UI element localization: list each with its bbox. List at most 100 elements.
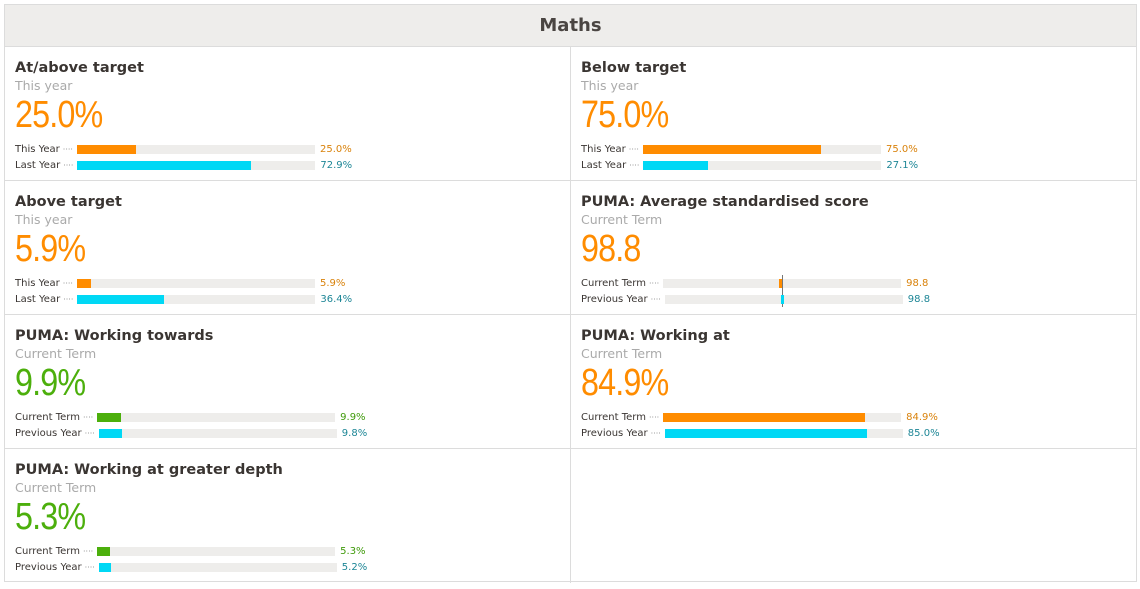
metric-title: Above target [15,194,122,210]
comparison-bar-fill [642,145,822,154]
comparison-bar-fill [643,161,708,170]
metric-period: Current Term [15,346,97,361]
comparison-row: Current Term ···· 84.9% [581,410,1126,425]
comparison-value: 75.0% [885,144,918,155]
comparison-value: 9.8% [341,428,368,439]
comparison-bar [97,547,336,556]
comparison-row: This Year ···· 5.9% [15,276,560,291]
comparison-bar-fill [77,295,164,304]
comparison-bar-fill [780,295,784,304]
comparison-bar [663,413,902,422]
comparison-row: Current Term ···· 5.3% [15,544,560,559]
comparison-value: 5.2% [341,562,368,573]
comparison-value: 85.0% [907,428,940,439]
comparison-bar [98,429,337,438]
metric-value: 98.8 [581,228,641,270]
comparison-value: 36.4% [320,294,353,305]
metric-title: PUMA: Average standardised score [581,194,869,210]
comparison-bar-fill [77,161,251,170]
comparison-bar-fill [779,279,783,288]
metric-period: This year [15,78,73,93]
metric-value: 5.9% [15,228,86,270]
comparison-value: 9.9% [340,412,366,423]
comparison-value: 5.9% [319,278,346,289]
leader-dots: ···· [84,563,95,572]
metric-value: 25.0% [15,94,103,136]
leader-dots: ···· [63,161,74,170]
maths-panel: Maths At/above target This year 25.0% Th… [4,4,1137,583]
comparison-bar [663,275,902,307]
metric-card: PUMA: Average standardised score Current… [571,181,1136,315]
comparison-label: Current Term [15,412,80,423]
metrics-grid: At/above target This year 25.0% This Yea… [5,47,1136,583]
comparison-value: 27.1% [886,160,919,171]
leader-dots: ···· [63,295,74,304]
comparison-value: 5.3% [340,546,366,557]
panel-title: Maths [5,5,1136,47]
comparison-label: Previous Year [581,294,648,305]
comparison-label: Current Term [15,546,80,557]
comparison-row: Previous Year ···· 9.8% [15,426,560,441]
comparison-bar [98,563,337,572]
comparison-bar [664,295,903,304]
metric-title: PUMA: Working towards [15,328,214,344]
comparison-label: Current Term [581,278,646,289]
comparison-bar [643,161,882,170]
leader-dots: ···· [648,279,660,288]
metric-period: This year [581,78,639,93]
comparison-label: Previous Year [581,428,648,439]
comparison-label: Previous Year [15,562,82,573]
empty-cell [571,449,1136,583]
metric-card: At/above target This year 25.0% This Yea… [5,47,571,181]
comparison-row: Current Term ···· 98.8 [581,275,1126,307]
comparison-row: This Year ···· 25.0% [15,142,560,157]
leader-dots: ···· [629,161,640,170]
comparison-bar [76,145,315,154]
leader-dots: ···· [650,429,661,438]
comparison-label: This Year [15,144,60,155]
leader-dots: ···· [648,413,660,422]
metric-title: Below target [581,60,687,76]
comparison-value: 98.8 [906,278,929,289]
metric-title: At/above target [15,60,144,76]
comparison-label: Current Term [581,412,646,423]
comparison-row: Previous Year ···· 85.0% [581,426,1126,441]
leader-dots: ···· [84,429,95,438]
leader-dots: ···· [62,145,73,154]
comparison-value: 25.0% [319,144,352,155]
comparison-row: Last Year ···· 36.4% [15,292,560,307]
leader-dots: ···· [628,145,639,154]
comparison-value: 98.8 [907,294,931,305]
comparison-bar-fill [76,145,137,154]
metric-period: Current Term [581,346,663,361]
metric-title: PUMA: Working at greater depth [15,462,283,478]
metric-value: 9.9% [15,362,86,404]
metric-card: Above target This year 5.9% This Year ··… [5,181,571,315]
comparison-bar-fill [98,563,112,572]
comparison-bar [642,145,881,154]
center-line [782,275,784,307]
comparison-row: Last Year ···· 27.1% [581,158,1126,173]
comparison-label: This Year [15,278,60,289]
comparison-bar [77,295,316,304]
comparison-bar-fill [76,279,91,288]
comparison-bar [97,413,336,422]
comparison-label: Previous Year [15,428,82,439]
metric-value: 84.9% [581,362,669,404]
comparison-bar-fill [663,413,866,422]
leader-dots: ···· [62,279,73,288]
comparison-label: This Year [581,144,626,155]
metric-card: PUMA: Working at Current Term 84.9% Curr… [571,315,1136,449]
metric-value: 5.3% [15,496,86,538]
comparison-bar-fill [97,547,110,556]
comparison-bar-fill [97,413,121,422]
comparison-label: Last Year [15,160,61,171]
comparison-bar-fill [664,429,868,438]
metric-card: PUMA: Working towards Current Term 9.9% … [5,315,571,449]
metric-value: 75.0% [581,94,669,136]
comparison-row: Previous Year ···· 98.8 [581,292,1126,307]
comparison-row: Previous Year ···· 5.2% [15,560,560,575]
metric-period: This year [15,212,73,227]
comparison-bar-fill [98,429,123,438]
metric-title: PUMA: Working at [581,328,730,344]
